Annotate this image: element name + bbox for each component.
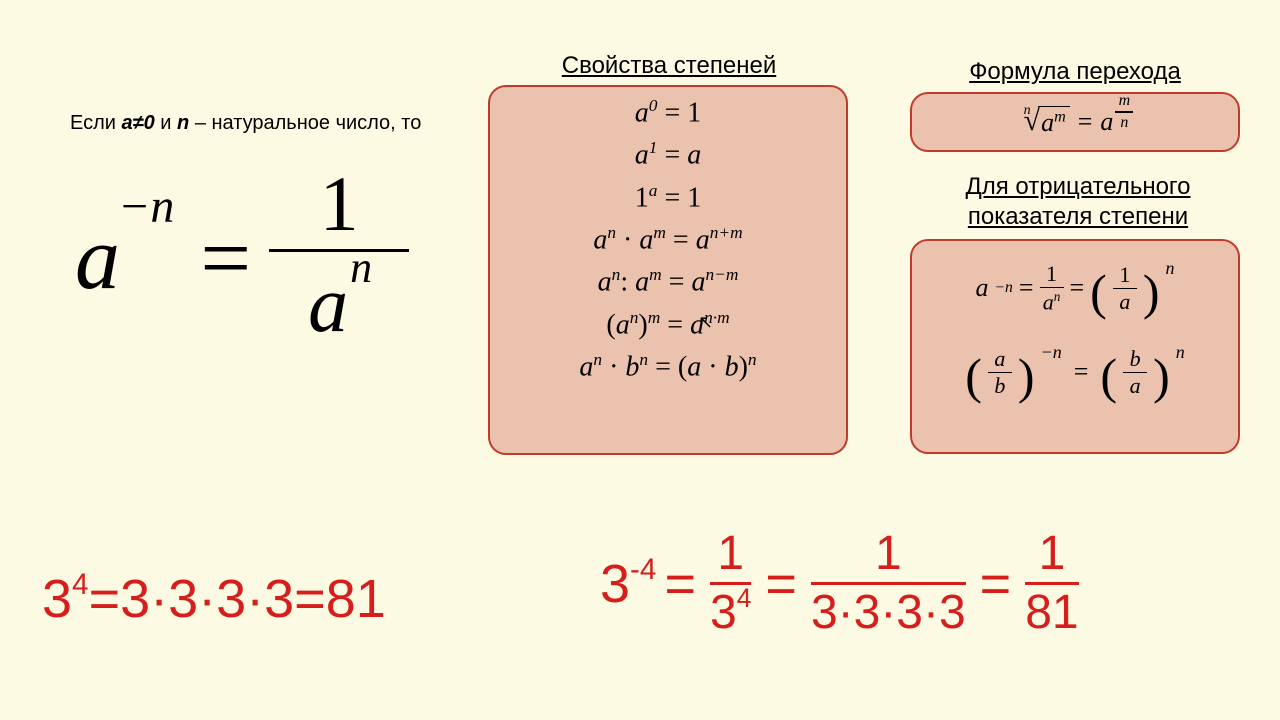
property-row: 1a = 1 bbox=[490, 181, 846, 214]
mf-den: a n bbox=[308, 252, 370, 351]
property-row: an · am = an+m bbox=[490, 223, 846, 256]
cond-prefix: Если bbox=[70, 112, 122, 134]
transition-box: n √ am = a m n bbox=[910, 92, 1240, 152]
condition-text: Если a≠0 и n – натуральное число, то bbox=[70, 112, 421, 135]
mf-base: a bbox=[75, 207, 120, 310]
neg-frac2: 1 a bbox=[1113, 262, 1137, 315]
heading-transition: Формула перехода bbox=[915, 58, 1235, 86]
root: n √ am bbox=[1017, 106, 1070, 138]
negative-row2: ( a b ) −n = ( b a ) n bbox=[922, 346, 1228, 399]
heading-negative: Для отрицательного показателя степени bbox=[918, 172, 1238, 232]
cursor-icon: ↖ bbox=[698, 312, 713, 333]
mf-den-base: a bbox=[308, 260, 348, 351]
neg-frac1: 1 an bbox=[1040, 261, 1064, 316]
transition-formula: n √ am = a m n bbox=[912, 94, 1238, 150]
mf-eq: = bbox=[200, 207, 251, 310]
property-row: a0 = 1 bbox=[490, 96, 846, 129]
root-index: n bbox=[1024, 103, 1031, 119]
cond-suffix: – натуральное число, то bbox=[189, 112, 421, 134]
property-row: an: am = an−m bbox=[490, 265, 846, 298]
cond-n: n bbox=[177, 112, 189, 134]
root-arg: am bbox=[1038, 106, 1070, 138]
negative-content: a−n = 1 an = ( 1 a ) n ( a b ) bbox=[912, 241, 1238, 413]
mf-num: 1 bbox=[320, 165, 359, 249]
mf-den-exp: n bbox=[350, 242, 372, 293]
ex2-frac1: 1 34 bbox=[710, 530, 751, 637]
heading-properties: Свойства степеней bbox=[494, 52, 844, 80]
trans-rhs-exp: m n bbox=[1115, 93, 1133, 130]
negative-row1: a−n = 1 an = ( 1 a ) n bbox=[922, 261, 1228, 316]
cond-mid: и bbox=[155, 112, 177, 134]
ex2-frac2: 1 3·3·3·3 bbox=[811, 530, 966, 637]
mf-exp: −n bbox=[118, 179, 174, 234]
main-formula: a −n = 1 a n bbox=[75, 165, 409, 351]
example-2: 3-4 = 1 34 = 1 3·3·3·3 = 1 81 bbox=[600, 530, 1085, 637]
example-1: 34=3·3·3·3=81 bbox=[42, 568, 386, 630]
property-row: (an)m = an·m bbox=[490, 308, 846, 341]
property-row: an · bn = (a · b)n bbox=[490, 350, 846, 383]
ex2-lhs: 3-4 bbox=[600, 553, 656, 615]
trans-eq: = bbox=[1078, 107, 1093, 137]
ex2-frac3: 1 81 bbox=[1025, 530, 1078, 637]
negative-box: a−n = 1 an = ( 1 a ) n ( a b ) bbox=[910, 239, 1240, 454]
cond-a: a≠0 bbox=[122, 112, 155, 134]
properties-list: a0 = 1 a1 = a 1a = 1 an · am = an+m an: am =… bbox=[490, 96, 846, 383]
mf-fraction: 1 a n bbox=[269, 165, 409, 351]
properties-box: a0 = 1 a1 = a 1a = 1 an · am = an+m an: am =… bbox=[488, 85, 848, 455]
trans-rhs-base: a bbox=[1100, 107, 1113, 137]
property-row: a1 = a bbox=[490, 138, 846, 171]
